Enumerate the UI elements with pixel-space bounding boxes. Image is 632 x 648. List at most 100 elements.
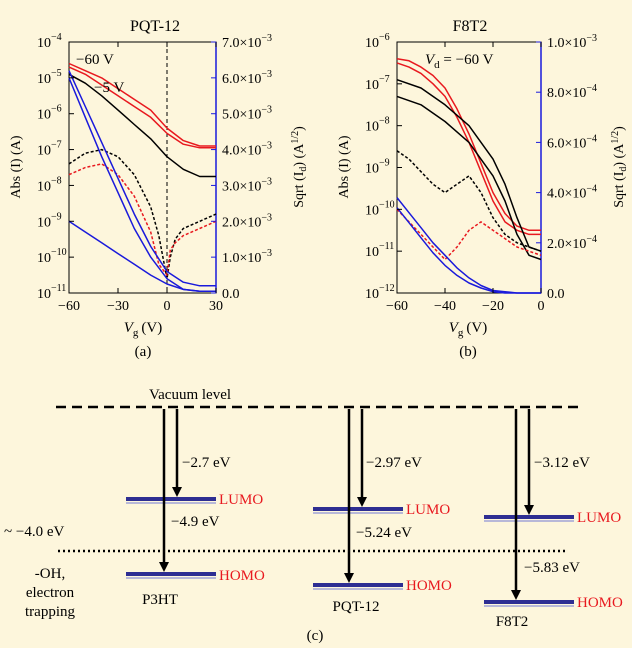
panel-a-y-left-tick-label: 10 — [37, 144, 51, 159]
panel-b-series-red-solid-0 — [396, 57, 541, 232]
panel-a-y-left-tick-exponent: −8 — [51, 175, 62, 186]
panel-b-x-tick-label: −20 — [482, 299, 504, 314]
panel-a-series-black-dashed-3 — [68, 148, 217, 280]
trap-note-line-2: electron — [26, 585, 75, 601]
panel-b-y-left-tick-exponent: −6 — [379, 32, 390, 43]
panel-a-ticks-group: −60 −30 0 3010−410−510−610−710−810−910−1010… — [37, 32, 272, 314]
panel-a-series-red-solid-0 — [68, 62, 216, 147]
pqt12-lumo-bar — [313, 507, 403, 511]
panel-b-y-left-tick-label: 10 — [365, 120, 379, 135]
panel-a-y-right-tick-label: 3.0×10−3 — [222, 176, 272, 194]
panel-b-plot-area — [396, 41, 542, 294]
panel-b-y-left-tick-exponent: −8 — [379, 116, 390, 127]
panel-a-xlabel: Vg (V) — [124, 320, 163, 339]
panel-b-series-red-dashed-5 — [396, 208, 542, 261]
panel-a-y-left-tick-label: 10 — [37, 72, 51, 87]
panel-b-xlabel: Vg (V) — [449, 320, 488, 339]
panel-b-annotation-vd: Vd = −60 V — [425, 52, 494, 71]
panel-c-label: (c) — [307, 628, 324, 644]
panel-b-ylabel-right: Sqrt (Id) (A1/2) — [610, 126, 629, 208]
panel-a-y-left-tick-exponent: −9 — [51, 211, 62, 222]
trap-note-line-1: -OH, — [35, 566, 65, 582]
panel-a-y-left-tick-exponent: −7 — [51, 140, 62, 151]
panel-b-x-tick-label: −60 — [386, 299, 408, 314]
panel-a-chart: PQT-12 −60 −30 0 3010−410−510−610−710−810−9… — [9, 18, 309, 360]
panel-a-title: PQT-12 — [130, 18, 180, 35]
panel-b-y-left-tick-label: 10 — [365, 203, 379, 218]
panel-a-x-tick-label: −30 — [107, 299, 129, 314]
panel-a-y-left-tick-label: 10 — [37, 215, 51, 230]
panel-a-y-right-tick-label: 0.0 — [222, 287, 240, 302]
panel-b-x-tick-label: −40 — [434, 299, 456, 314]
panel-a-y-left-tick-exponent: −4 — [51, 32, 62, 43]
panel-a-y-right-tick-label: 2.0×10−3 — [222, 212, 272, 230]
material-f8t2: −3.12 eV −5.83 eV LUMO HOMO F8T2 — [484, 409, 623, 630]
panel-a-y-left-tick-exponent: −10 — [51, 247, 67, 258]
panel-b-label: (b) — [459, 344, 477, 360]
panel-b-y-left-tick-label: 10 — [365, 162, 379, 177]
panel-b-y-right-tick-label: 2.0×10−4 — [547, 234, 597, 252]
panel-a-ylabel-left: Abs (I) (A) — [9, 135, 24, 198]
panel-b-y-left-tick-label: 10 — [365, 36, 379, 51]
panel-b-series-blue-solid-7 — [396, 207, 541, 294]
panel-b-y-left-tick-exponent: −9 — [379, 158, 390, 169]
material-pqt12: −2.97 eV −5.24 eV LUMO HOMO PQT-12 — [313, 409, 452, 615]
panel-a-y-right-tick-label: 5.0×10−3 — [222, 105, 272, 123]
panel-b-y-left-tick-label: 10 — [365, 245, 379, 260]
panel-a-series-blue-solid-5 — [68, 70, 216, 287]
panel-a-x-tick-label: 30 — [209, 299, 223, 314]
panel-a-x-tick-label: 0 — [164, 299, 171, 314]
p3ht-homo-label: HOMO — [219, 568, 265, 584]
panel-b-y-left-tick-exponent: −7 — [379, 74, 390, 85]
panel-a-plot-area — [68, 41, 217, 294]
panel-a-y-left-tick-exponent: −5 — [51, 68, 62, 79]
panel-b-series-black-solid-2 — [396, 78, 542, 252]
panel-a-annotation-5v: −5 V — [94, 80, 124, 96]
panel-a-y-left-tick-exponent: −6 — [51, 104, 62, 115]
panel-b-y-left-tick-exponent: −12 — [379, 283, 395, 294]
panel-b-y-right-tick-label: 0.0 — [547, 287, 565, 302]
panel-a-x-tick-label: −60 — [58, 299, 80, 314]
panel-b-y-right-tick-label: 1.0×10−3 — [547, 33, 597, 51]
f8t2-homo-label: HOMO — [577, 595, 623, 611]
panel-b-series-black-dashed-4 — [396, 150, 542, 252]
panel-b-series-black-solid-3 — [396, 95, 542, 261]
p3ht-lumo-energy: −2.7 eV — [182, 455, 231, 471]
p3ht-name: P3HT — [142, 592, 178, 608]
pqt12-homo-energy: −5.24 eV — [356, 525, 412, 541]
panel-b-title: F8T2 — [453, 18, 488, 35]
panel-b-series-blue-solid-6 — [396, 197, 541, 294]
p3ht-homo-bar — [126, 572, 216, 576]
pqt12-lumo-energy: −2.97 eV — [366, 455, 422, 471]
p3ht-lumo-label: LUMO — [219, 492, 263, 508]
panel-a-y-left-tick-label: 10 — [37, 251, 51, 266]
p3ht-lumo-bar — [126, 497, 216, 501]
material-p3ht: −2.7 eV −4.9 eV LUMO HOMO P3HT — [126, 409, 265, 608]
panel-a-y-right-tick-label: 6.0×10−3 — [222, 69, 272, 87]
f8t2-homo-bar — [484, 600, 574, 604]
panel-a-series-group — [68, 62, 217, 292]
f8t2-homo-energy: −5.83 eV — [524, 560, 580, 576]
panel-b-y-left-tick-label: 10 — [365, 287, 379, 302]
panel-a-y-left-tick-label: 10 — [37, 287, 51, 302]
panel-b-series-group — [396, 57, 542, 294]
panel-a-y-left-tick-label: 10 — [37, 179, 51, 194]
vacuum-level-label: Vacuum level — [149, 387, 231, 403]
panel-b-y-left-tick-exponent: −11 — [379, 241, 394, 252]
f8t2-lumo-energy: −3.12 eV — [534, 455, 590, 471]
p3ht-homo-energy: −4.9 eV — [171, 514, 220, 530]
panel-b-x-tick-label: 0 — [538, 299, 545, 314]
pqt12-lumo-label: LUMO — [406, 502, 450, 518]
panel-a-annotation-60v: −60 V — [76, 52, 114, 68]
panel-b-y-right-tick-label: 4.0×10−4 — [547, 184, 597, 202]
panel-b-ylabel-left: Abs (I) (A) — [337, 135, 352, 198]
panel-a-series-blue-solid-6 — [68, 77, 216, 292]
panel-a-ylabel-right: Sqrt (Id) (A1/2) — [290, 126, 309, 208]
panel-a-series-blue-solid-7 — [68, 220, 216, 292]
panel-b-y-right-tick-label: 6.0×10−4 — [547, 133, 597, 151]
panel-b-series-red-solid-1 — [396, 62, 541, 236]
f8t2-name: F8T2 — [496, 614, 529, 630]
